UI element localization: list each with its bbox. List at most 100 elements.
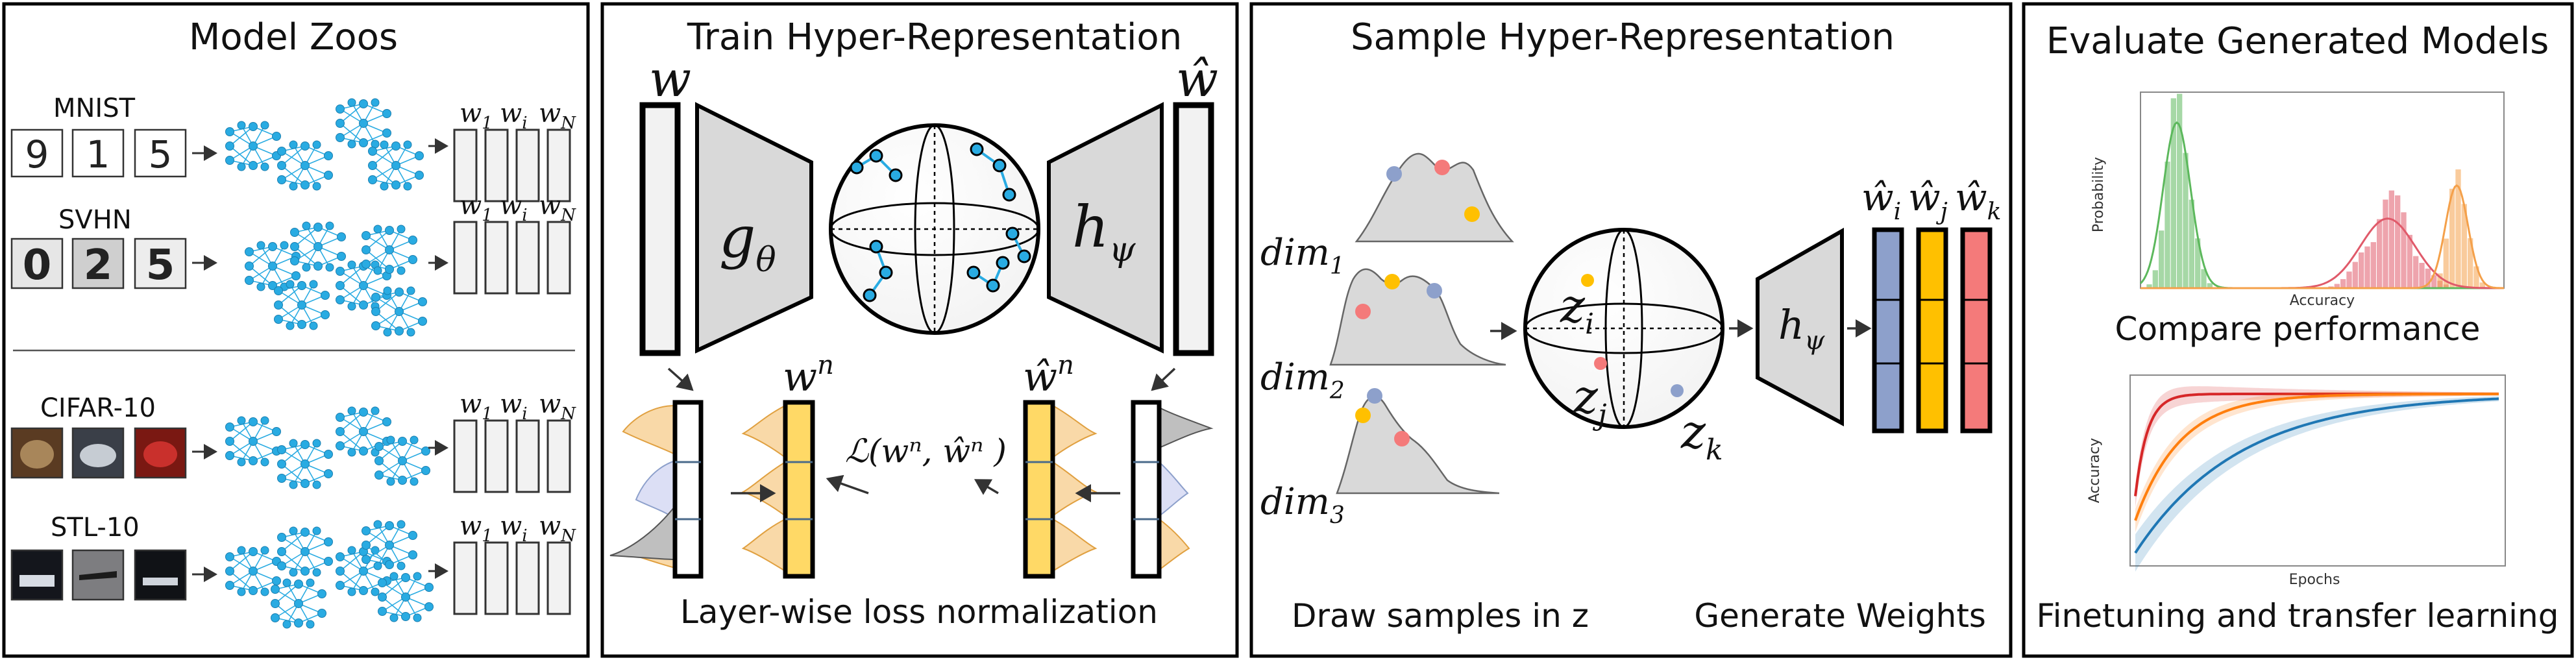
curve-band: [2135, 396, 2499, 572]
curve-frame: [2129, 374, 2506, 567]
reconstructed-weights-label: ŵ: [1176, 50, 1218, 108]
sample-decoder-trapezoid: [1756, 227, 1844, 427]
histogram-bar: [2449, 188, 2455, 288]
weight-label: w1: [460, 99, 493, 133]
histogram-bar: [2189, 199, 2194, 288]
weight-column: [484, 419, 509, 493]
stl10-samples: [10, 549, 187, 601]
finetune-curve-chart: Accuracy Epochs: [2087, 374, 2506, 588]
dimension-density-1: [1355, 153, 1514, 243]
sample-sphere: [1523, 228, 1724, 429]
caption-layerwise-normalization: Layer-wise loss normalization: [680, 593, 1158, 631]
dimension-density-2: [1329, 268, 1506, 366]
dim1-label: dim1: [1260, 232, 1345, 280]
dataset-label-svhn: SVHN: [58, 205, 132, 235]
weight-column: [484, 221, 509, 295]
weight-label: wi: [500, 99, 528, 133]
panel-evaluate: [2022, 2, 2574, 658]
histogram-bar: [2159, 230, 2165, 288]
weight-label: w1: [460, 511, 493, 546]
input-weights-vector: [639, 102, 681, 356]
weight-label: w1: [460, 191, 493, 225]
svg-text:9: 9: [25, 132, 49, 177]
panel-sample: [1249, 2, 2013, 658]
weight-column: [515, 128, 540, 202]
weight-label: wi: [500, 191, 528, 225]
dataset-label-stl10: STL-10: [51, 513, 140, 543]
svhn-samples: 0 2 5: [10, 238, 187, 289]
histogram-bar: [2183, 153, 2189, 288]
weight-column: [546, 221, 571, 295]
curve-line: [2134, 397, 2499, 554]
histogram-bar: [2346, 271, 2352, 288]
caption-compare-performance: Compare performance: [2115, 310, 2481, 348]
input-weights-label: w: [649, 50, 691, 108]
generated-weight-vectors: [1872, 227, 1993, 434]
weight-label: wN: [539, 389, 576, 424]
weight-column: [515, 541, 540, 615]
histogram-bar: [2443, 238, 2449, 288]
curve-line: [2134, 393, 2499, 521]
weight-column: [453, 541, 478, 615]
what-n-label: ŵn: [1023, 350, 1074, 400]
weight-label: wi: [500, 511, 528, 546]
svg-text:0: 0: [23, 241, 52, 289]
dim2-label: dim2: [1260, 356, 1345, 404]
cifar10-network-zoo: [225, 406, 431, 489]
wi-hat-label: ŵi: [1861, 175, 1901, 225]
panel-title-model-zoos: Model Zoos: [189, 16, 398, 58]
histogram-bar: [2413, 256, 2419, 288]
normalized-weights-right: [1023, 400, 1098, 579]
histogram-bar: [2170, 98, 2176, 288]
caption-draw-samples: Draw samples in z: [1292, 597, 1589, 635]
svg-text:2: 2: [84, 241, 113, 289]
caption-finetuning: Finetuning and transfer learning: [2037, 597, 2559, 635]
encoder-label: gθ: [719, 204, 776, 280]
weight-distribution-right: [1131, 400, 1214, 579]
histogram-bar: [2473, 266, 2479, 288]
panel-train: [600, 2, 1239, 658]
wj-hat-label: ŵj: [1908, 175, 1948, 225]
histogram-bar: [2383, 199, 2388, 288]
cifar10-samples: [10, 427, 187, 479]
weight-label: w1: [460, 389, 493, 424]
histogram-bar: [2177, 93, 2183, 288]
histogram-bar: [2461, 204, 2467, 288]
weight-label: wN: [539, 99, 576, 133]
histogram-bar: [2201, 269, 2207, 288]
curve-xlabel: Epochs: [2289, 572, 2340, 588]
histogram-bar: [2401, 212, 2407, 288]
histogram-bar: [2388, 190, 2394, 288]
weight-column: [546, 128, 571, 202]
weight-column: [515, 221, 540, 295]
weight-label: wN: [539, 511, 576, 546]
svg-text:5: 5: [149, 132, 173, 177]
panel-title-evaluate: Evaluate Generated Models: [2046, 20, 2549, 62]
latent-sphere: [829, 123, 1040, 335]
histogram-bar: [2370, 242, 2376, 288]
weight-column: [546, 419, 571, 493]
histogram-bar: [2377, 219, 2383, 288]
histogram-bar: [2146, 284, 2152, 288]
histogram-bar: [2455, 169, 2461, 288]
histogram-bar: [2165, 162, 2170, 288]
svg-text:5: 5: [146, 241, 175, 289]
histogram-bar: [2437, 273, 2443, 288]
histogram-bar: [2364, 246, 2370, 288]
histogram-bar: [2419, 263, 2425, 288]
normalized-weights-left: [741, 400, 815, 579]
panel-title-train: Train Hyper-Representation: [687, 16, 1182, 58]
loss-formula: ℒ(wⁿ, ŵⁿ ): [845, 432, 1007, 470]
dataset-label-mnist: MNIST: [53, 93, 136, 123]
histogram-bar: [2468, 238, 2473, 288]
density-curve: [2141, 184, 2505, 289]
histogram-bar: [2334, 284, 2340, 288]
decoder-label: hψ: [1072, 193, 1136, 269]
curve-ylabel: Accuracy: [2087, 438, 2103, 503]
histogram-bar: [2340, 279, 2346, 288]
wn-label: wn: [783, 350, 834, 400]
mnist-network-zoo: [225, 98, 424, 191]
reconstructed-weights-vector: [1173, 102, 1214, 356]
